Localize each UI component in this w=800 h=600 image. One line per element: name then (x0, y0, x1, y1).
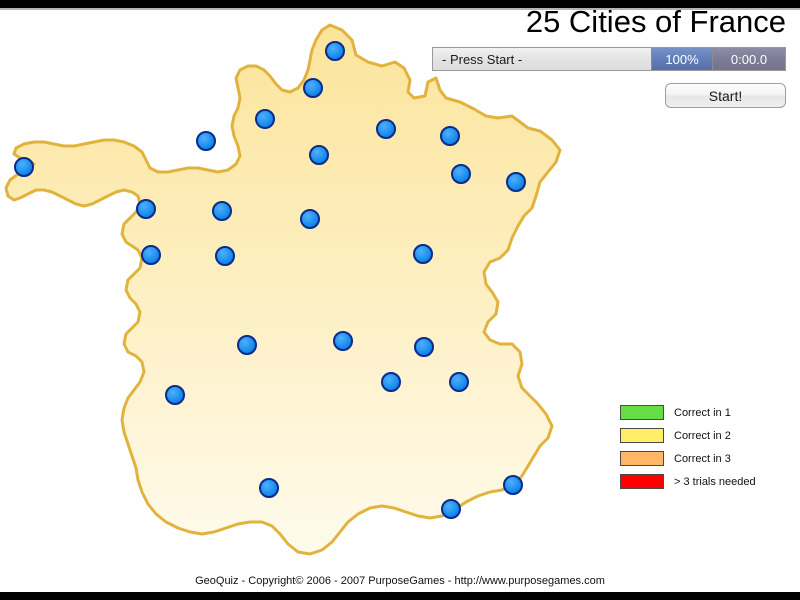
city-marker[interactable] (333, 331, 353, 351)
top-chrome-divider (0, 8, 800, 10)
city-marker[interactable] (165, 385, 185, 405)
city-marker[interactable] (259, 478, 279, 498)
city-marker[interactable] (449, 372, 469, 392)
city-marker[interactable] (196, 131, 216, 151)
legend-label: Correct in 2 (674, 429, 731, 442)
legend-label: > 3 trials needed (674, 475, 756, 488)
city-marker[interactable] (451, 164, 471, 184)
france-map[interactable] (0, 10, 580, 570)
city-marker[interactable] (381, 372, 401, 392)
legend-row: Correct in 3 (620, 447, 790, 470)
top-chrome-bar (0, 0, 800, 8)
legend-swatch (620, 474, 664, 489)
city-marker[interactable] (376, 119, 396, 139)
bottom-chrome-bar (0, 592, 800, 600)
status-bar: - Press Start - 100% 0:00.0 (432, 47, 786, 71)
city-marker[interactable] (414, 337, 434, 357)
legend-row: > 3 trials needed (620, 470, 790, 493)
legend-label: Correct in 1 (674, 406, 731, 419)
city-marker[interactable] (309, 145, 329, 165)
city-marker[interactable] (215, 246, 235, 266)
city-marker[interactable] (136, 199, 156, 219)
city-marker[interactable] (212, 201, 232, 221)
city-marker[interactable] (237, 335, 257, 355)
city-marker[interactable] (413, 244, 433, 264)
france-map-svg[interactable] (0, 10, 580, 570)
legend-row: Correct in 2 (620, 424, 790, 447)
france-outline-path (4, 23, 562, 556)
status-percent: 100% (651, 48, 712, 70)
city-markers-group[interactable] (14, 41, 526, 519)
city-marker[interactable] (503, 475, 523, 495)
city-marker[interactable] (14, 157, 34, 177)
city-marker[interactable] (303, 78, 323, 98)
status-message: - Press Start - (433, 48, 651, 70)
legend-swatch (620, 428, 664, 443)
city-marker[interactable] (300, 209, 320, 229)
legend: Correct in 1 Correct in 2 Correct in 3 > 3 … (620, 401, 790, 493)
city-marker[interactable] (255, 109, 275, 129)
footer-credit: GeoQuiz - Copyright© 2006 - 2007 Purpose… (195, 575, 605, 587)
legend-row: Correct in 1 (620, 401, 790, 424)
city-marker[interactable] (506, 172, 526, 192)
city-marker[interactable] (141, 245, 161, 265)
start-button[interactable]: Start! (665, 83, 786, 108)
legend-swatch (620, 405, 664, 420)
city-marker[interactable] (325, 41, 345, 61)
city-marker[interactable] (440, 126, 460, 146)
status-timer: 0:00.0 (712, 48, 785, 70)
legend-label: Correct in 3 (674, 452, 731, 465)
legend-swatch (620, 451, 664, 466)
city-marker[interactable] (441, 499, 461, 519)
